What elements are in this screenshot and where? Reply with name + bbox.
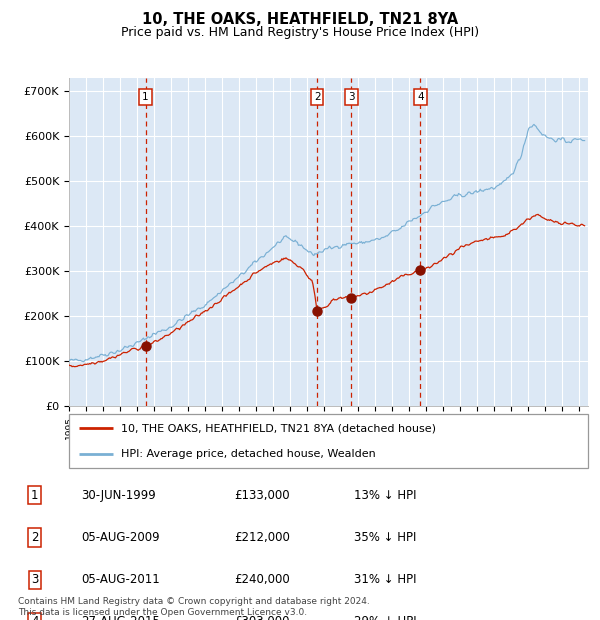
Text: Contains HM Land Registry data © Crown copyright and database right 2024.
This d: Contains HM Land Registry data © Crown c… [18, 598, 370, 617]
Text: 1: 1 [142, 92, 149, 102]
Text: 2: 2 [314, 92, 320, 102]
Text: 31% ↓ HPI: 31% ↓ HPI [354, 574, 416, 586]
Text: HPI: Average price, detached house, Wealden: HPI: Average price, detached house, Weal… [121, 450, 376, 459]
Text: £212,000: £212,000 [234, 531, 290, 544]
Text: 1: 1 [31, 489, 38, 502]
Text: 13% ↓ HPI: 13% ↓ HPI [354, 489, 416, 502]
Text: £133,000: £133,000 [234, 489, 290, 502]
Text: Price paid vs. HM Land Registry's House Price Index (HPI): Price paid vs. HM Land Registry's House … [121, 26, 479, 39]
Text: 10, THE OAKS, HEATHFIELD, TN21 8YA: 10, THE OAKS, HEATHFIELD, TN21 8YA [142, 12, 458, 27]
Text: 4: 4 [417, 92, 424, 102]
Text: 10, THE OAKS, HEATHFIELD, TN21 8YA (detached house): 10, THE OAKS, HEATHFIELD, TN21 8YA (deta… [121, 423, 436, 433]
Text: 05-AUG-2009: 05-AUG-2009 [81, 531, 160, 544]
Text: £240,000: £240,000 [234, 574, 290, 586]
Text: 30-JUN-1999: 30-JUN-1999 [81, 489, 156, 502]
Text: 2: 2 [31, 531, 38, 544]
Text: 35% ↓ HPI: 35% ↓ HPI [354, 531, 416, 544]
Text: 29% ↓ HPI: 29% ↓ HPI [354, 616, 416, 620]
Text: 4: 4 [31, 616, 38, 620]
Text: 27-AUG-2015: 27-AUG-2015 [81, 616, 160, 620]
Text: 3: 3 [348, 92, 355, 102]
Text: £303,000: £303,000 [234, 616, 290, 620]
Text: 3: 3 [31, 574, 38, 586]
Text: 05-AUG-2011: 05-AUG-2011 [81, 574, 160, 586]
